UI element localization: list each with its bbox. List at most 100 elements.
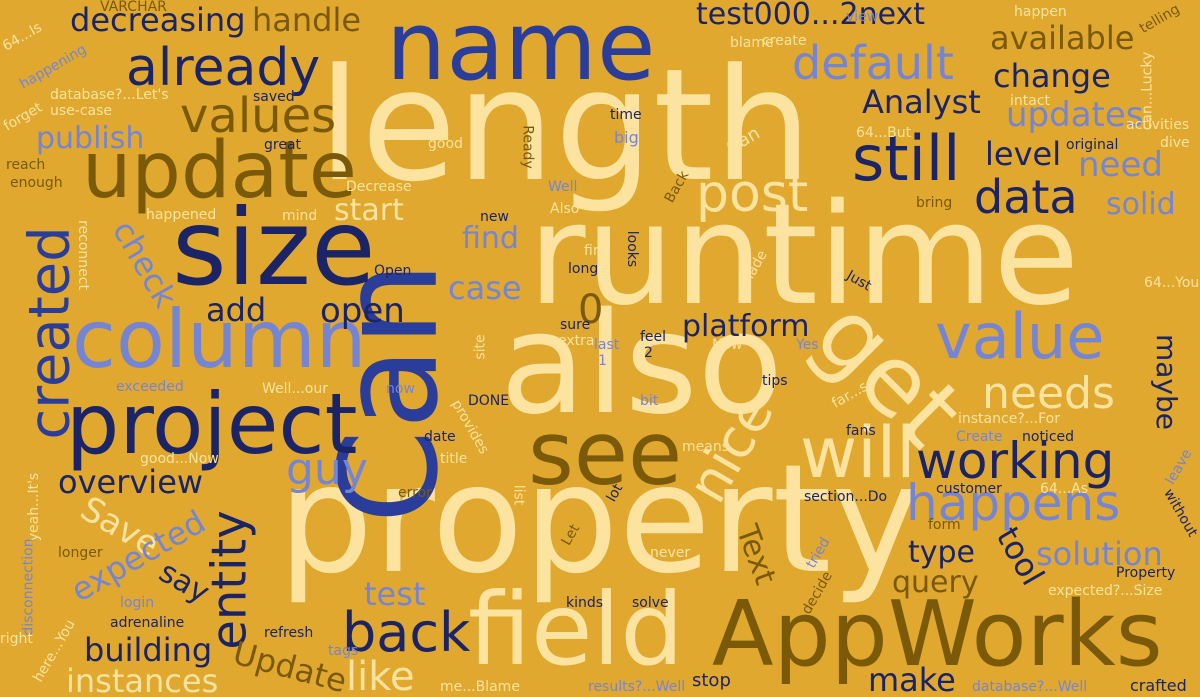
word-property-small: Property (1116, 565, 1176, 581)
word-leave: leave (1162, 446, 1196, 488)
word-open-small: Open (374, 263, 412, 279)
word-bit: bit (640, 393, 659, 409)
word-default: default (792, 36, 954, 90)
word-column: column (72, 293, 367, 386)
word-use-case: use-case (50, 103, 113, 119)
word-instances: instances (66, 662, 219, 697)
word-overview: overview (58, 463, 204, 501)
word-good: good (428, 136, 463, 152)
word-guy: guy (286, 444, 368, 495)
word-long: long (568, 261, 599, 277)
word-need: need (1078, 145, 1163, 185)
word-me-blame: me...Blame (440, 679, 520, 695)
word-make: make (868, 661, 956, 697)
word-length: length (318, 35, 813, 216)
word-site: site (472, 334, 489, 360)
word-reach: reach (6, 157, 46, 173)
word-test000-2next: test000...2next (696, 0, 926, 32)
word-yes: Yes (796, 337, 819, 353)
word-yeah-its: yeah...It's (26, 472, 43, 542)
word-needs: needs (982, 368, 1115, 419)
word-now-small: now (386, 381, 415, 397)
word-database-well: database?...Well (972, 679, 1088, 695)
word-kinds: kinds (566, 595, 604, 611)
word-last: last (594, 337, 620, 353)
word-never: never (650, 545, 691, 561)
word-solution: solution (1036, 535, 1163, 573)
word-value: value (935, 300, 1105, 373)
word-login: login (120, 595, 155, 611)
word-bring: bring (916, 195, 953, 211)
word-error: error (398, 485, 432, 501)
word-working: working (916, 432, 1115, 490)
word-post: post (696, 164, 809, 224)
word-right: right (0, 631, 33, 647)
word-telling: telling (1136, 1, 1183, 37)
word-big: big (614, 128, 639, 147)
word-data: data (974, 170, 1078, 224)
word-feel: feel (640, 329, 667, 345)
word-blame: blame (730, 35, 774, 51)
word-field: field (468, 571, 684, 688)
word-create-caps: Create (956, 429, 1003, 445)
word-ready: Ready (519, 125, 536, 169)
word-64-as: 64...As (1040, 481, 1089, 497)
word-done: DONE (468, 393, 510, 409)
word-reconnect: reconnect (74, 220, 91, 290)
word-tags: tags (328, 643, 359, 659)
word-original: original (1066, 137, 1119, 153)
word-publish: publish (36, 121, 145, 156)
word-refresh: refresh (264, 625, 314, 641)
word-happening: happening (16, 41, 90, 93)
word-handle: handle (252, 1, 362, 39)
word-solve: solve (632, 595, 669, 611)
word-happens: happens (906, 474, 1121, 532)
word-tips: tips (762, 373, 788, 389)
word-created: created (17, 226, 83, 440)
word-add: add (206, 291, 267, 329)
word-adrenaline: adrenaline (110, 615, 185, 631)
word-well: Well (548, 179, 578, 195)
word-also: also (500, 283, 784, 446)
word-project: project (66, 375, 358, 473)
word-means: means (682, 439, 729, 455)
word-already: already (126, 38, 321, 98)
word-case: case (448, 269, 522, 307)
word-looks: looks (624, 230, 641, 268)
word-also-small: Also (550, 201, 580, 217)
word-available: available (990, 19, 1135, 57)
word-happened: happened (146, 207, 217, 223)
word-title: title (440, 451, 468, 467)
word-name: name (386, 0, 656, 102)
word-level: level (985, 135, 1062, 173)
word-test: test (364, 575, 426, 613)
word-list: list (510, 484, 527, 506)
word-view: view (846, 9, 879, 25)
word-appworks: AppWorks (712, 582, 1163, 687)
word-good-now: good...Now (140, 451, 219, 467)
word-maybe: maybe (1150, 333, 1184, 431)
word-database-lets: database?...Let's (50, 87, 169, 103)
word-varchar: VARCHAR (100, 0, 167, 15)
word-form: form (928, 517, 961, 533)
word-updates: updates (1006, 95, 1144, 135)
word-activities: activities (1126, 117, 1190, 133)
word-new: new (480, 209, 509, 225)
word-well-our: Well...our (262, 381, 328, 397)
word-2: 2 (644, 345, 653, 361)
word-building: building (84, 631, 213, 669)
word-decreasing: decreasing (70, 1, 246, 39)
word-without: without (1160, 486, 1200, 540)
word-great: great (264, 137, 302, 153)
word-will: will (800, 412, 916, 494)
word-extra: extra (558, 333, 595, 349)
word-open: open (320, 291, 405, 331)
word-find: find (462, 221, 519, 256)
word-like: like (346, 654, 415, 697)
word-disconnection: disconnection (20, 538, 37, 636)
word-change: change (993, 57, 1111, 95)
word-1: 1 (598, 353, 607, 369)
word-noticed: noticed (1022, 429, 1075, 445)
word-enough: enough (10, 175, 63, 191)
